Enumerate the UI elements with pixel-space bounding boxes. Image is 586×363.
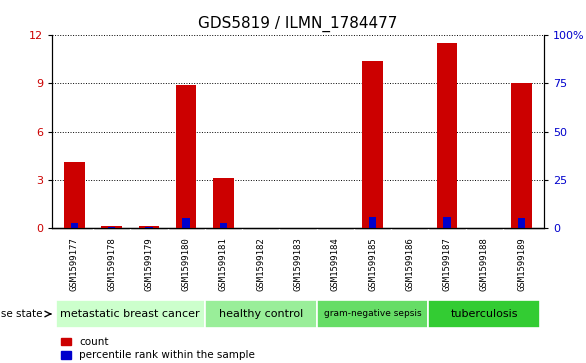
Bar	[437, 43, 457, 228]
Bar	[428, 300, 540, 328]
Text: gram-negative sepsis: gram-negative sepsis	[323, 310, 421, 318]
Text: GSM1599179: GSM1599179	[144, 237, 154, 291]
Text: GSM1599188: GSM1599188	[480, 237, 489, 291]
Text: GSM1599177: GSM1599177	[70, 237, 79, 291]
Bar	[64, 162, 84, 228]
Bar	[518, 218, 526, 228]
Bar	[56, 300, 205, 328]
Bar	[176, 85, 196, 228]
Text: disease state: disease state	[0, 309, 42, 319]
Bar	[71, 223, 78, 228]
Text: metastatic breast cancer: metastatic breast cancer	[60, 309, 200, 319]
Bar	[362, 61, 383, 228]
Bar	[444, 217, 451, 228]
Bar	[316, 300, 428, 328]
Text: GSM1599186: GSM1599186	[406, 237, 414, 291]
Text: GSM1599180: GSM1599180	[182, 237, 190, 291]
Bar	[512, 83, 532, 228]
Bar	[182, 219, 190, 228]
Text: healthy control: healthy control	[219, 309, 303, 319]
Bar	[108, 227, 115, 228]
Text: GSM1599187: GSM1599187	[442, 237, 452, 291]
Text: GSM1599189: GSM1599189	[517, 237, 526, 291]
Bar	[205, 300, 316, 328]
Text: GSM1599185: GSM1599185	[368, 237, 377, 291]
Text: GSM1599182: GSM1599182	[256, 237, 265, 291]
Text: GSM1599181: GSM1599181	[219, 237, 228, 291]
Title: GDS5819 / ILMN_1784477: GDS5819 / ILMN_1784477	[198, 16, 398, 32]
Legend: count, percentile rank within the sample: count, percentile rank within the sample	[57, 333, 259, 363]
Bar	[220, 223, 227, 228]
Bar	[213, 178, 234, 228]
Text: GSM1599184: GSM1599184	[331, 237, 340, 291]
Bar	[101, 225, 122, 228]
Bar	[139, 225, 159, 228]
Bar	[145, 227, 152, 228]
Text: GSM1599178: GSM1599178	[107, 237, 116, 291]
Text: GSM1599183: GSM1599183	[294, 237, 302, 291]
Text: tuberculosis: tuberculosis	[451, 309, 518, 319]
Bar	[369, 217, 376, 228]
